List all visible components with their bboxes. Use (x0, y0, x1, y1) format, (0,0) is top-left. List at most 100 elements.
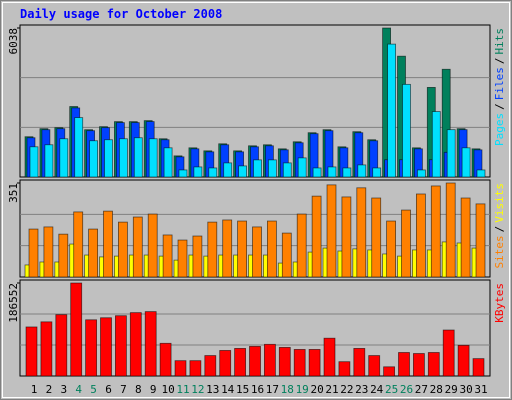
bar (416, 169, 426, 178)
bar (43, 226, 54, 278)
bar (58, 233, 69, 278)
x-tick-label: 7 (120, 383, 127, 396)
x-tick-label: 27 (415, 383, 428, 396)
x-tick-label: 2 (46, 383, 53, 396)
bar (44, 144, 54, 178)
y-tick-label: 186552 (7, 283, 20, 323)
bar (461, 147, 471, 178)
x-tick-label: 25 (385, 383, 398, 396)
bar (446, 129, 456, 178)
bar (281, 232, 292, 278)
bar (412, 353, 425, 377)
bar (472, 358, 485, 377)
legend-separator: / (493, 103, 506, 110)
bar (311, 195, 322, 278)
bar (357, 164, 367, 178)
x-tick-label: 3 (60, 383, 67, 396)
bar (29, 146, 39, 178)
bar (159, 342, 172, 377)
bar (293, 349, 306, 377)
x-tick-label: 16 (251, 383, 264, 396)
bar (402, 83, 411, 178)
bar (223, 162, 233, 178)
legend-entry: Sites (493, 235, 506, 268)
y-tick-label: 351 (7, 183, 20, 203)
legend-entry: KBytes (493, 283, 506, 323)
x-tick-label: 14 (221, 383, 235, 396)
x-tick-label: 31 (474, 383, 487, 396)
legend: KBytes (493, 283, 506, 323)
x-tick-label: 23 (355, 383, 368, 396)
bar (28, 228, 39, 278)
bar (119, 138, 128, 178)
bar (89, 140, 98, 178)
x-tick-label: 28 (430, 383, 443, 396)
bar (132, 216, 143, 278)
bar (74, 117, 84, 178)
bar (219, 350, 232, 377)
bar (40, 321, 53, 377)
x-tick-label: 30 (459, 383, 472, 396)
bar (267, 159, 277, 178)
x-tick-label: 21 (325, 383, 338, 396)
x-tick-label: 20 (310, 383, 323, 396)
bar (442, 329, 455, 377)
legend-entry: Visits (493, 183, 506, 223)
bar (207, 221, 218, 278)
bar (234, 348, 247, 377)
bar (88, 228, 98, 278)
x-tick-label: 26 (400, 383, 413, 396)
bar (208, 167, 218, 178)
bar (297, 157, 307, 178)
x-tick-label: 10 (161, 383, 174, 396)
bar (282, 162, 292, 178)
bar (222, 219, 233, 278)
x-tick-label: 11 (176, 383, 189, 396)
bar (266, 220, 277, 278)
bar (430, 185, 441, 278)
bar (163, 147, 173, 178)
x-tick-label: 15 (236, 383, 249, 396)
bar (342, 167, 352, 178)
bar (103, 210, 113, 278)
x-tick-label: 4 (75, 383, 82, 396)
bar (312, 167, 322, 178)
bar (475, 203, 486, 278)
bar (55, 314, 68, 377)
x-tick-label: 13 (206, 383, 219, 396)
bar (308, 349, 321, 377)
bar (460, 197, 471, 278)
legend: Sites / Visits (493, 183, 506, 269)
bar (147, 213, 158, 278)
bar (386, 220, 397, 278)
bar (237, 220, 248, 278)
bar (341, 196, 352, 278)
bar (204, 355, 217, 377)
bar (326, 184, 337, 278)
bar (193, 166, 203, 178)
bar (427, 352, 440, 377)
bar (445, 182, 456, 278)
bar (476, 169, 486, 178)
bar (85, 319, 97, 377)
x-tick-label: 24 (370, 383, 384, 396)
x-tick-label: 12 (191, 383, 204, 396)
bar (59, 138, 69, 178)
bar (73, 211, 84, 278)
x-tick-label: 19 (296, 383, 309, 396)
bar (115, 315, 127, 377)
bar (252, 226, 262, 278)
bar (353, 348, 366, 377)
bar (263, 343, 276, 377)
bar (177, 239, 188, 278)
bar (457, 344, 470, 377)
bar (401, 209, 411, 278)
bar (162, 234, 173, 278)
bar (415, 193, 426, 278)
legend-separator: / (493, 226, 506, 233)
x-tick-label: 1 (31, 383, 38, 396)
bar (174, 360, 187, 377)
bar (189, 360, 202, 377)
